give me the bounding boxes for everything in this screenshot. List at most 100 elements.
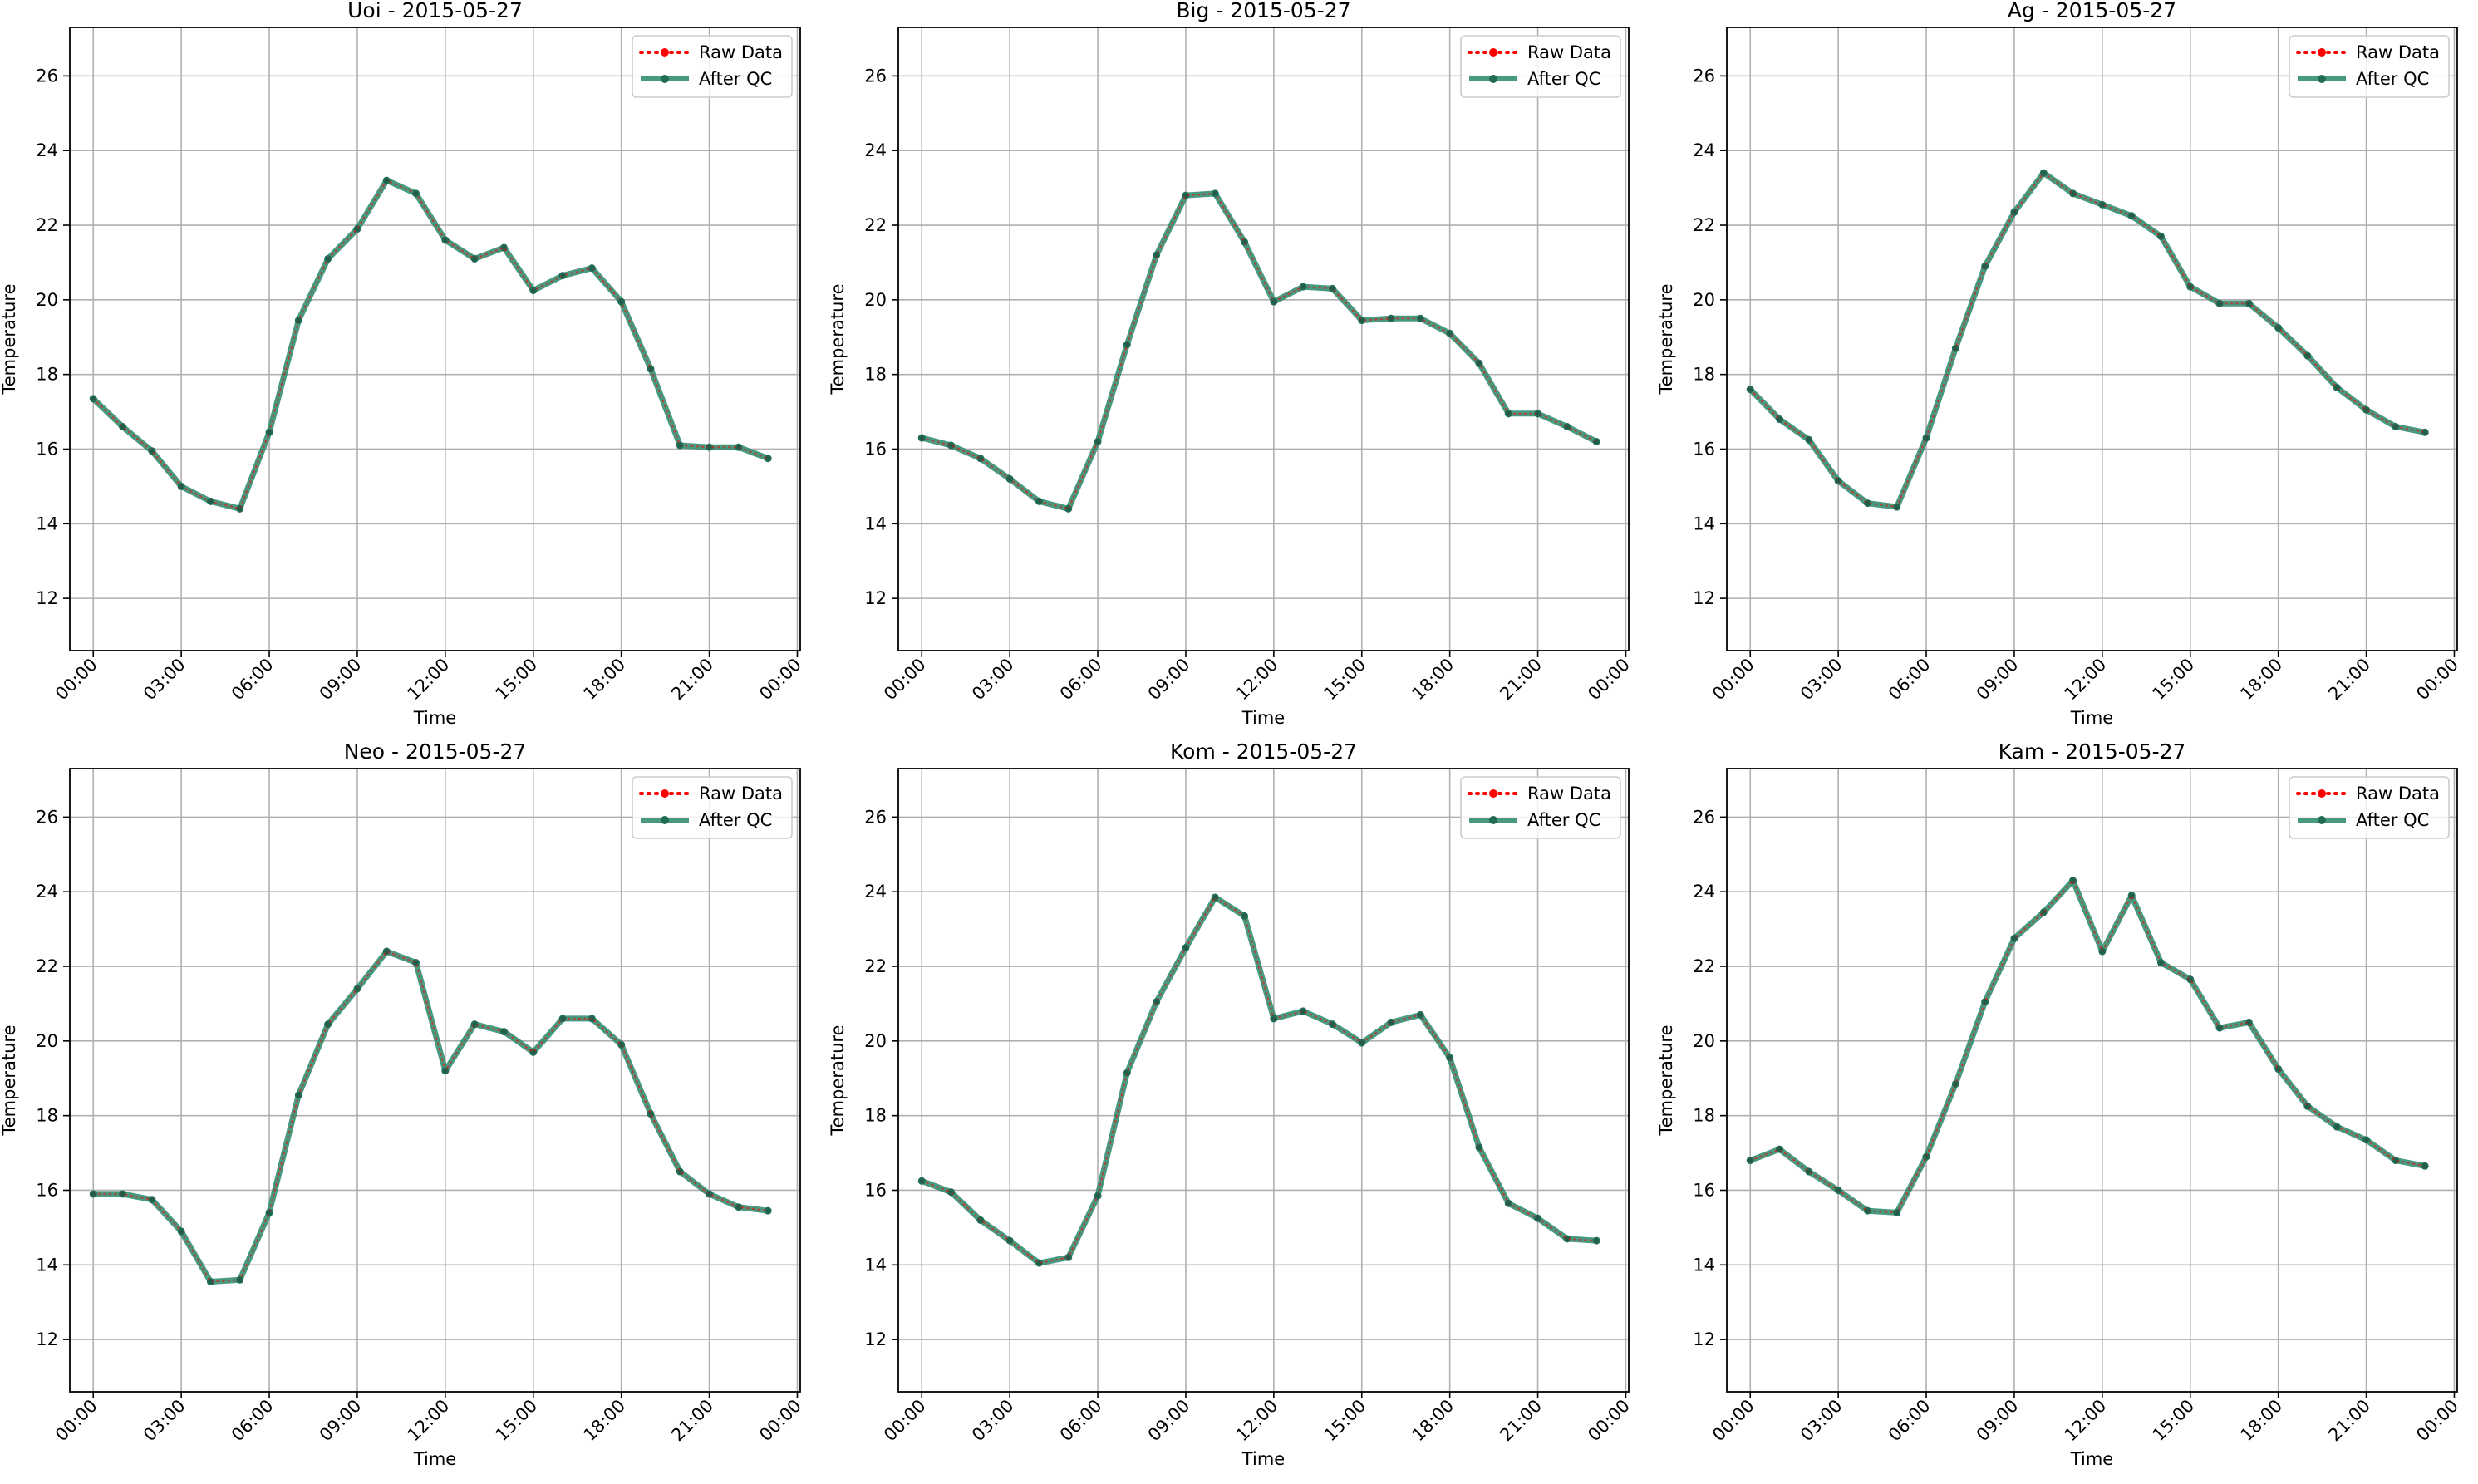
x-tick-label: 21:00 <box>2324 655 2374 705</box>
x-tick-label: 03:00 <box>968 655 1018 705</box>
y-tick-label: 26 <box>864 66 887 86</box>
legend-raw-marker <box>2318 789 2326 798</box>
raw-point <box>2305 354 2310 358</box>
x-tick-label: 00:00 <box>1584 655 1634 705</box>
raw-point <box>2217 302 2222 306</box>
raw-point <box>2393 425 2398 429</box>
raw-point <box>1983 1000 1987 1004</box>
series-raw-line <box>1749 171 2426 509</box>
legend-raw-label: Raw Data <box>1527 42 1611 62</box>
raw-point <box>1037 499 1041 504</box>
legend-qc-marker <box>2318 75 2326 83</box>
y-tick-label: 12 <box>864 588 887 608</box>
series-after-qc-line <box>90 177 771 512</box>
series-raw-line <box>1749 878 2426 1214</box>
raw-point <box>414 191 418 196</box>
raw-point <box>1594 1238 1599 1243</box>
x-tick-label: 18:00 <box>1408 1396 1458 1446</box>
x-axis-label: Time <box>2070 708 2113 728</box>
y-tick-label: 18 <box>36 365 58 385</box>
y-tick-label: 14 <box>864 514 887 533</box>
raw-point <box>2071 191 2075 196</box>
raw-point <box>1066 1256 1070 1260</box>
x-tick-label: 06:00 <box>1885 1396 1935 1446</box>
legend-qc-label: After QC <box>1527 810 1600 830</box>
legend-qc-label: After QC <box>699 810 772 830</box>
raw-point <box>2100 203 2105 207</box>
y-tick-label: 16 <box>1693 439 1715 459</box>
legend-qc-label: After QC <box>2356 810 2429 830</box>
raw-point <box>2364 408 2368 412</box>
raw-point <box>267 430 272 435</box>
raw-point <box>560 1016 565 1021</box>
raw-point <box>2071 878 2075 882</box>
raw-point <box>1895 1211 1899 1215</box>
raw-point <box>120 1192 125 1197</box>
x-tick-label: 15:00 <box>1320 1396 1370 1446</box>
chart-panel-0: 12 14 16 18 20 22 24 26 00:00 03:00 06:00 09:00 12:0… <box>0 0 805 728</box>
raw-point <box>1836 479 1841 483</box>
raw-point <box>590 266 594 270</box>
raw-point <box>385 178 389 183</box>
raw-point <box>1330 1022 1335 1026</box>
raw-point <box>1154 1000 1158 1004</box>
raw-point <box>978 1218 983 1222</box>
x-tick-label: 15:00 <box>1320 655 1370 705</box>
raw-point <box>1066 507 1070 511</box>
x-tick-label: 12:00 <box>2061 655 2111 705</box>
raw-point <box>1536 411 1540 416</box>
raw-point <box>2129 893 2134 897</box>
legend-qc-label: After QC <box>2356 69 2429 89</box>
raw-point <box>1183 193 1188 198</box>
axes-frame <box>897 27 1630 651</box>
x-axis-label: Time <box>413 708 456 728</box>
raw-point <box>1125 342 1129 346</box>
series-after-qc-line <box>1747 170 2428 510</box>
chart-title: Kam - 2015-05-27 <box>1999 740 2186 764</box>
x-tick-label: 00:00 <box>755 1396 805 1446</box>
raw-point <box>2159 234 2163 238</box>
raw-point <box>2364 1138 2368 1142</box>
raw-point <box>385 949 389 954</box>
raw-point <box>1448 332 1452 336</box>
raw-point <box>1330 287 1335 291</box>
y-tick-label: 16 <box>1693 1180 1715 1200</box>
x-tick-label: 09:00 <box>316 1396 366 1446</box>
raw-point <box>1359 1040 1364 1045</box>
raw-point <box>355 227 360 231</box>
x-tick-label: 06:00 <box>1056 1396 1106 1446</box>
raw-point <box>1007 477 1012 481</box>
legend-raw-label: Raw Data <box>699 784 783 803</box>
chart-panel-3: 12 14 16 18 20 22 24 26 00:00 03:00 06:00 09:00 12:0… <box>0 740 805 1469</box>
legend-qc-marker <box>1489 816 1497 824</box>
raw-point <box>1565 1236 1570 1241</box>
raw-point <box>2012 936 2017 941</box>
y-tick-label: 20 <box>36 290 58 310</box>
legend: Raw Data After QC <box>1460 776 1621 839</box>
x-tick-label: 09:00 <box>1144 655 1194 705</box>
raw-point <box>179 484 184 489</box>
series-after-qc-line <box>918 190 1600 512</box>
x-tick-label: 15:00 <box>492 1396 542 1446</box>
axes-frame <box>1726 27 2458 651</box>
x-tick-label: 12:00 <box>404 1396 454 1446</box>
raw-point <box>238 1278 242 1282</box>
y-tick-label: 24 <box>864 140 887 160</box>
x-tick-label: 06:00 <box>1056 655 1106 705</box>
raw-point <box>91 396 96 401</box>
chart-title: Neo - 2015-05-27 <box>344 740 527 764</box>
y-tick-label: 14 <box>864 1255 887 1275</box>
raw-point <box>2159 961 2163 965</box>
raw-point <box>765 456 770 460</box>
x-tick-label: 09:00 <box>1973 655 2023 705</box>
y-tick-label: 20 <box>864 1031 887 1051</box>
raw-point <box>1748 1158 1753 1162</box>
legend-raw-label: Raw Data <box>699 42 783 62</box>
legend-raw-marker <box>2318 48 2326 57</box>
raw-point <box>1389 317 1394 321</box>
x-tick-label: 12:00 <box>404 655 454 705</box>
y-tick-label: 20 <box>1693 290 1715 310</box>
raw-point <box>1095 1194 1100 1198</box>
raw-point <box>1418 317 1423 321</box>
x-tick-label: 03:00 <box>1797 655 1846 705</box>
